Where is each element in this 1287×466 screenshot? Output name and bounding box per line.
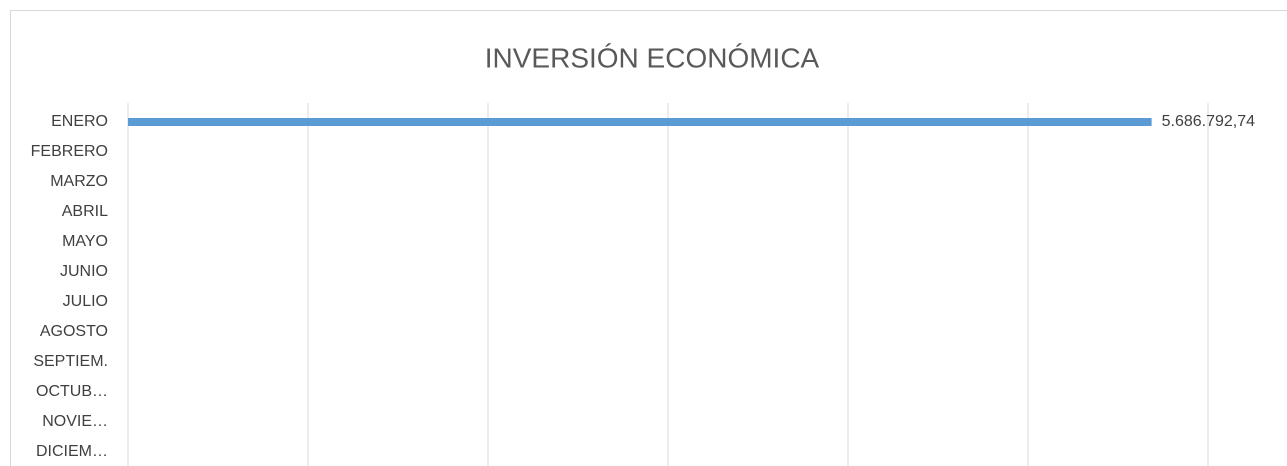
y-tick-label: OCTUB… [36, 383, 108, 400]
y-tick-label: JULIO [63, 293, 108, 310]
bar [128, 118, 1152, 126]
y-tick-label: AGOSTO [40, 323, 108, 340]
y-tick-label: ABRIL [62, 203, 108, 220]
chart-title: INVERSIÓN ECONÓMICA [485, 42, 820, 73]
y-tick-label: FEBRERO [31, 143, 108, 160]
y-tick-label: JUNIO [60, 263, 108, 280]
y-tick-label: MAYO [62, 233, 108, 250]
chart-border [10, 10, 1287, 466]
y-tick-label: MARZO [50, 173, 108, 190]
y-tick-label: NOVIE… [42, 413, 108, 430]
data-label: 5.686.792,74 [1162, 113, 1256, 130]
y-tick-label: DICIEM… [36, 443, 108, 460]
y-tick-label: SEPTIEM. [33, 353, 108, 370]
y-tick-label: ENERO [51, 113, 108, 130]
